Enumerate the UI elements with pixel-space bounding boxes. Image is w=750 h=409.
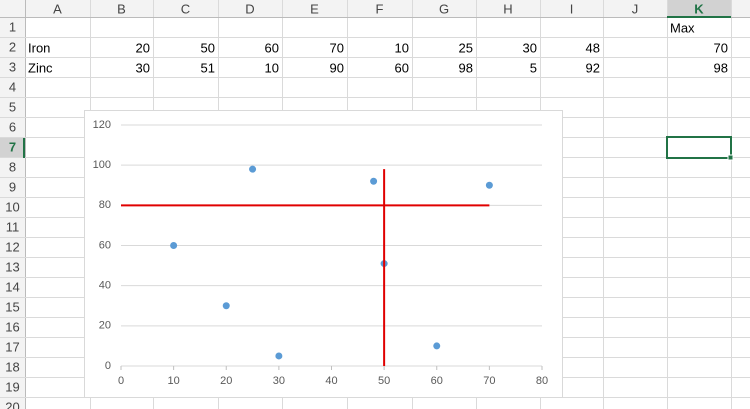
column-header[interactable]: K (694, 1, 704, 16)
scatter-point (222, 302, 230, 310)
x-tick-label: 80 (536, 375, 548, 387)
column-header[interactable]: B (117, 1, 126, 16)
row-header[interactable]: 9 (9, 179, 16, 194)
cell[interactable]: 98 (459, 60, 473, 75)
y-tick-label: 100 (93, 159, 111, 171)
row-header[interactable]: 5 (9, 99, 16, 114)
row-header[interactable]: 18 (5, 359, 19, 374)
cell[interactable]: 70 (330, 40, 344, 55)
selected-column-header (667, 0, 731, 18)
column-header[interactable]: E (310, 1, 319, 16)
cell[interactable]: 20 (136, 40, 150, 55)
cell[interactable]: 30 (136, 60, 150, 75)
y-tick-label: 20 (99, 320, 111, 332)
column-header[interactable]: J (632, 1, 639, 16)
scatter-point (170, 242, 178, 249)
x-tick-label: 10 (168, 375, 180, 387)
scatter-point (370, 177, 378, 185)
row-header[interactable]: 17 (5, 339, 19, 354)
row-header[interactable]: 10 (5, 199, 19, 214)
y-tick-label: 120 (93, 119, 111, 131)
column-header[interactable]: I (570, 1, 574, 16)
scatter-point (249, 165, 257, 173)
fill-handle[interactable] (727, 154, 734, 161)
row-header[interactable]: 11 (6, 219, 20, 234)
cell[interactable]: Zinc (28, 60, 53, 75)
column-header[interactable]: G (439, 1, 449, 16)
scatter-point (275, 352, 283, 360)
x-tick-label: 40 (325, 375, 337, 387)
column-header[interactable]: H (503, 1, 512, 16)
cell[interactable]: 92 (586, 60, 600, 75)
x-tick-label: 30 (273, 375, 285, 387)
row-header[interactable]: 2 (9, 39, 16, 54)
column-header[interactable]: C (181, 1, 190, 16)
cell[interactable]: Iron (28, 40, 50, 55)
y-tick-label: 40 (99, 280, 111, 292)
selected-row-header (0, 138, 25, 158)
y-tick-label: 0 (105, 360, 111, 372)
row-header[interactable]: 3 (9, 59, 16, 74)
cell[interactable]: 90 (330, 60, 344, 75)
row-header[interactable]: 7 (9, 139, 16, 154)
cell[interactable]: 30 (523, 40, 537, 55)
x-tick-label: 20 (220, 375, 232, 387)
column-header[interactable]: A (53, 1, 62, 16)
column-header-bar (0, 0, 750, 18)
scatter-point (433, 342, 441, 350)
x-tick-label: 60 (431, 375, 443, 387)
row-header[interactable]: 20 (5, 399, 19, 409)
cell[interactable]: 50 (201, 40, 215, 55)
row-header[interactable]: 13 (5, 259, 19, 274)
cell[interactable]: 10 (265, 60, 279, 75)
selected-cell[interactable] (666, 136, 732, 159)
row-header[interactable]: 4 (9, 79, 16, 94)
scatter-point (485, 181, 493, 189)
cell[interactable]: 5 (530, 60, 537, 75)
x-tick-label: 70 (483, 375, 495, 387)
cell[interactable]: 60 (265, 40, 279, 55)
cell[interactable]: 25 (459, 40, 473, 55)
chart-area[interactable] (84, 110, 563, 398)
cell[interactable]: 51 (201, 60, 215, 75)
cell[interactable]: 48 (586, 40, 600, 55)
x-tick-label: 0 (118, 375, 124, 387)
y-tick-label: 80 (99, 199, 111, 211)
column-header[interactable]: F (376, 1, 384, 16)
row-header[interactable]: 1 (9, 19, 16, 34)
column-header[interactable]: D (245, 1, 254, 16)
row-header[interactable]: 8 (9, 159, 16, 174)
row-header[interactable]: 15 (5, 299, 19, 314)
row-header[interactable]: 14 (5, 279, 19, 294)
row-header[interactable]: 6 (9, 119, 16, 134)
row-header-bar (0, 0, 25, 409)
cell[interactable]: 70 (714, 40, 728, 55)
cell[interactable]: Max (670, 20, 695, 35)
y-tick-label: 60 (99, 239, 111, 251)
cell[interactable]: 60 (395, 60, 409, 75)
cell[interactable]: 10 (395, 40, 409, 55)
row-header[interactable]: 16 (5, 319, 19, 334)
row-header[interactable]: 19 (5, 379, 19, 394)
cell[interactable]: 98 (714, 60, 728, 75)
row-header[interactable]: 12 (5, 239, 19, 254)
x-tick-label: 50 (378, 375, 390, 387)
